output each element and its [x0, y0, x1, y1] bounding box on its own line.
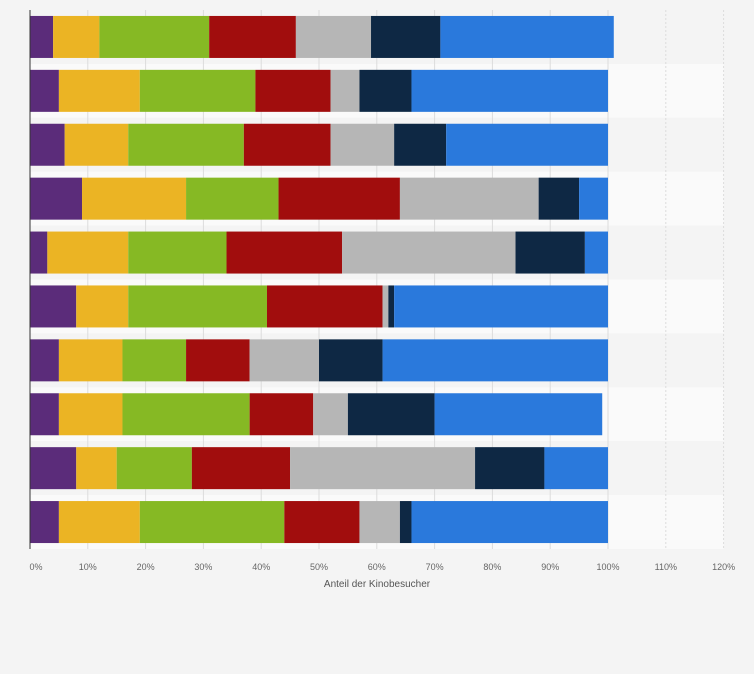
- bar-segment: [295, 15, 372, 58]
- bar-segment: [440, 15, 614, 58]
- bar-segment: [475, 447, 545, 490]
- bar-segment: [186, 177, 279, 220]
- bar-segment: [122, 393, 250, 436]
- bar-segment: [58, 393, 123, 436]
- bar-segment: [394, 285, 608, 328]
- bar-segment: [359, 501, 400, 544]
- bar-segment: [394, 123, 447, 166]
- bar-segment: [30, 69, 59, 112]
- bar-segment: [128, 123, 244, 166]
- bar-segment: [64, 123, 129, 166]
- bar-segment: [249, 339, 319, 382]
- bar-segment: [30, 123, 65, 166]
- bar-segment: [278, 177, 400, 220]
- x-tick-label: 0%: [29, 562, 42, 572]
- bar-segment: [58, 501, 140, 544]
- bar-segment: [266, 285, 383, 328]
- x-tick-label: 30%: [194, 562, 212, 572]
- bar-segment: [209, 15, 296, 58]
- bar-segment: [58, 69, 140, 112]
- bar-segment: [30, 231, 48, 274]
- bar-segment: [76, 447, 117, 490]
- bars: [30, 15, 614, 544]
- bar-segment: [446, 123, 608, 166]
- x-axis-title: Anteil der Kinobesucher: [324, 579, 431, 590]
- bar-segment: [128, 231, 227, 274]
- bar-segment: [284, 501, 360, 544]
- bar-segment: [30, 447, 77, 490]
- bar-segment: [515, 231, 585, 274]
- bar-segment: [434, 393, 603, 436]
- x-tick-label: 20%: [137, 562, 155, 572]
- bar-segment: [139, 69, 256, 112]
- bar-segment: [139, 501, 285, 544]
- bar-segment: [249, 393, 314, 436]
- bar-segment: [388, 285, 395, 328]
- bar-segment: [191, 447, 291, 490]
- x-tick-label: 110%: [655, 562, 677, 572]
- bar-segment: [30, 285, 77, 328]
- bar-segment: [99, 15, 210, 58]
- bar-segment: [313, 393, 348, 436]
- bar-segment: [411, 501, 608, 544]
- bar-segment: [290, 447, 476, 490]
- bar-segment: [30, 15, 54, 58]
- bar-segment: [116, 447, 192, 490]
- bar-segment: [399, 177, 539, 220]
- bar-segment: [122, 339, 187, 382]
- bar-segment: [53, 15, 100, 58]
- bar-segment: [371, 15, 441, 58]
- bar-segment: [579, 177, 608, 220]
- bar-segment: [226, 231, 343, 274]
- bar-segment: [382, 339, 608, 382]
- bar-segment: [411, 69, 608, 112]
- x-tick-label: 40%: [252, 562, 270, 572]
- bar-segment: [342, 231, 516, 274]
- bar-segment: [382, 285, 389, 328]
- bar-segment: [359, 69, 412, 112]
- bar-segment: [330, 69, 360, 112]
- x-tick-label: 10%: [79, 562, 97, 572]
- bar-segment: [30, 501, 59, 544]
- bar-segment: [76, 285, 129, 328]
- bar-segment: [30, 339, 59, 382]
- bar-segment: [347, 393, 435, 436]
- x-tick-labels: 0% 10% 20% 30% 40% 50% 60% 70% 80% 90% 100% 110% 120…: [29, 562, 735, 572]
- x-tick-label: 50%: [310, 562, 328, 572]
- x-tick-label: 60%: [368, 562, 386, 572]
- bar-segment: [319, 339, 383, 382]
- bar-segment: [30, 177, 83, 220]
- x-tick-label: 80%: [483, 562, 501, 572]
- bar-segment: [243, 123, 331, 166]
- bar-segment: [128, 285, 267, 328]
- x-tick-label: 100%: [596, 562, 619, 572]
- bar-segment: [544, 447, 608, 490]
- bar-segment: [47, 231, 129, 274]
- x-tick-label: 70%: [426, 562, 444, 572]
- bar-segment: [399, 501, 412, 544]
- bar-segment: [330, 123, 395, 166]
- bar-segment: [255, 69, 331, 112]
- bar-segment: [186, 339, 250, 382]
- bar-segment: [58, 339, 123, 382]
- x-tick-label: 120%: [712, 562, 735, 572]
- bar-segment: [82, 177, 187, 220]
- bar-segment: [538, 177, 580, 220]
- bar-segment: [30, 393, 59, 436]
- x-tick-label: 90%: [541, 562, 559, 572]
- bar-segment: [584, 231, 608, 274]
